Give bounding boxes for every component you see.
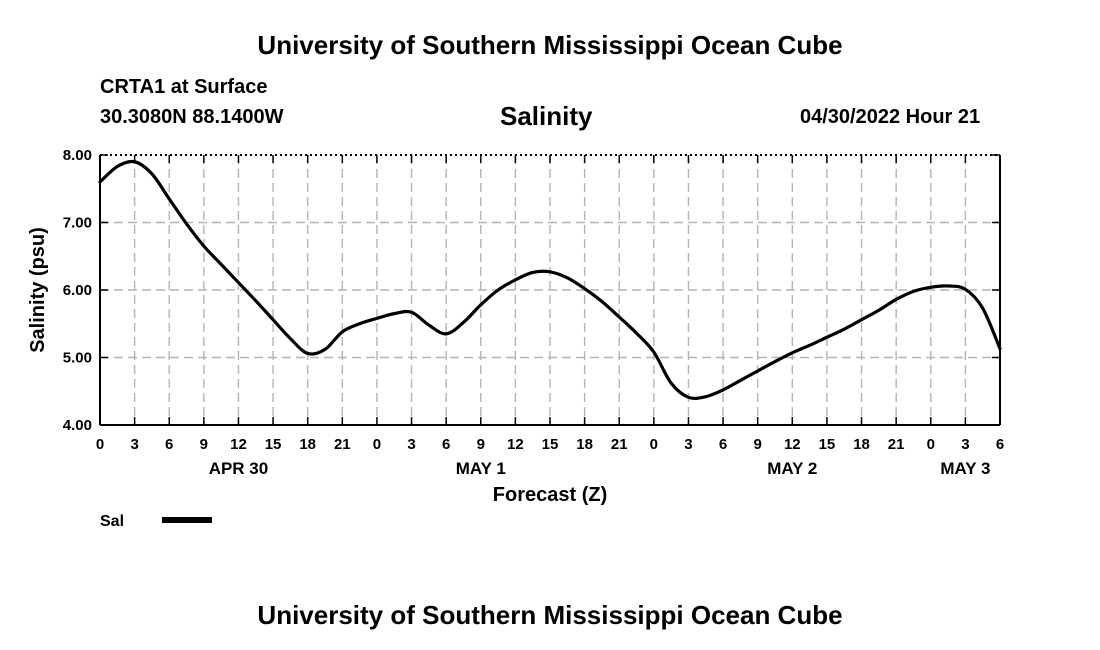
x-tick-label: 3 (407, 436, 415, 453)
x-tick-label: 3 (130, 436, 138, 453)
x-tick-label: 9 (200, 436, 208, 453)
x-tick-label: 18 (299, 436, 316, 453)
x-tick-label: 21 (334, 436, 351, 453)
y-tick-label: 5.00 (63, 350, 92, 367)
y-axis-title: Salinity (psu) (27, 227, 49, 353)
series-line-sal (98, 159, 1002, 401)
day-label: APR 30 (209, 459, 269, 478)
x-tick-label: 6 (719, 436, 727, 453)
legend: Sal (100, 513, 212, 530)
x-tick-label: 9 (477, 436, 485, 453)
x-tick-label: 18 (576, 436, 593, 453)
day-label: MAY 2 (767, 459, 817, 478)
x-tick-label: 15 (542, 436, 559, 453)
x-tick-label: 6 (996, 436, 1004, 453)
x-tick-label: 9 (754, 436, 762, 453)
day-label: MAY 1 (456, 459, 506, 478)
x-tick-label: 6 (165, 436, 173, 453)
chart-title: Salinity (500, 101, 593, 131)
y-tick-label: 4.00 (63, 417, 92, 434)
page-title: University of Southern Mississippi Ocean… (257, 30, 843, 60)
x-tick-label: 12 (784, 436, 801, 453)
x-tick-label: 15 (265, 436, 282, 453)
x-tick-label: 15 (819, 436, 836, 453)
forecast-timestamp: 04/30/2022 Hour 21 (800, 106, 981, 128)
station-coordinates: 30.3080N 88.1400W (100, 106, 284, 128)
axis-labels: Forecast (Z) Salinity (psu) 0 3 6 9 12 15 18 21… (27, 147, 1004, 506)
x-tick-label: 12 (507, 436, 524, 453)
axes (99, 154, 1001, 426)
x-tick-label: 3 (684, 436, 692, 453)
x-tick-label: 18 (853, 436, 870, 453)
station-name: CRTA1 at Surface (100, 76, 268, 98)
footer-title: University of Southern Mississippi Ocean… (257, 600, 843, 630)
x-tick-label: 3 (961, 436, 969, 453)
x-tick-label: 12 (230, 436, 247, 453)
legend-label: Sal (100, 513, 124, 530)
y-tick-label: 6.00 (63, 282, 92, 299)
x-axis-title: Forecast (Z) (493, 484, 607, 506)
day-label: MAY 3 (940, 459, 990, 478)
x-tick-label: 0 (373, 436, 381, 453)
x-tick-label: 21 (611, 436, 628, 453)
grid (100, 155, 1000, 425)
x-tick-label: 0 (96, 436, 104, 453)
x-tick-label: 0 (927, 436, 935, 453)
x-tick-label: 21 (888, 436, 905, 453)
x-tick-label: 0 (650, 436, 658, 453)
y-tick-label: 8.00 (63, 147, 92, 164)
y-tick-label: 7.00 (63, 215, 92, 232)
series (98, 159, 1002, 401)
x-tick-label: 6 (442, 436, 450, 453)
